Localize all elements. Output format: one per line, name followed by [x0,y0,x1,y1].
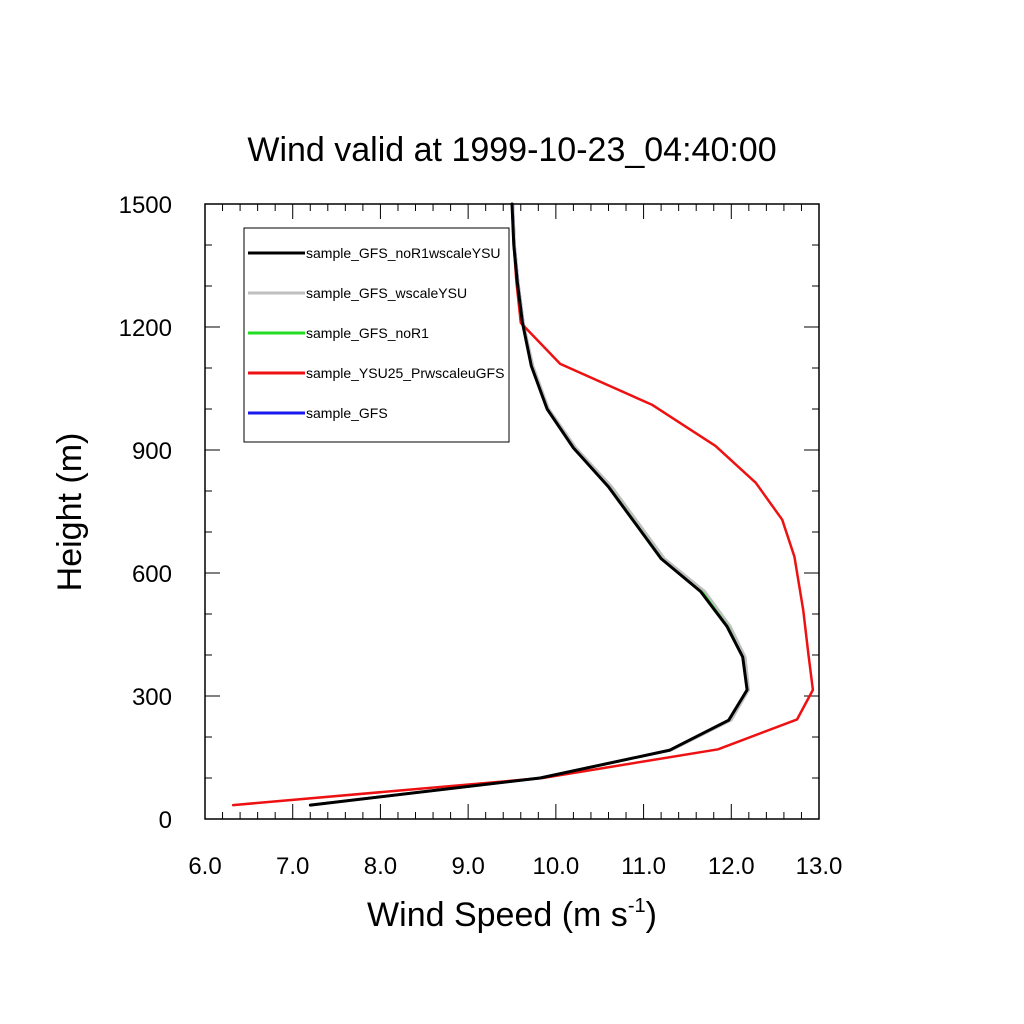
x-tick-label: 6.0 [188,853,221,880]
series-line-0 [308,202,749,807]
y-tick-label: 1200 [119,315,172,342]
legend-items: sample_GFS_noR1wscaleYSU sample_GFS_wscal… [248,245,504,421]
y-tick-label: 300 [132,684,172,711]
x-tick-label: 10.0 [532,853,579,880]
legend-label: sample_GFS_noR1 [306,325,429,341]
x-tick-label: 12.0 [708,853,755,880]
y-tick-label: 600 [132,561,172,588]
x-tick-label: 9.0 [451,853,484,880]
legend-label: sample_GFS_wscaleYSU [306,285,467,301]
legend-box [243,227,510,443]
y-axis-label: Height (m) [51,433,89,592]
series-lines [231,202,815,807]
legend-label: sample_YSU25_PrwscaleuGFS [306,365,504,381]
y-tick-label: 1500 [119,192,172,219]
plot-frame [204,203,820,820]
legend-label: sample_GFS_noR1wscaleYSU [306,245,501,261]
legend-label: sample_GFS [306,405,388,421]
x-tick-label: 8.0 [364,853,397,880]
x-tick-label: 11.0 [621,853,666,880]
tick-labels: 6.0 7.0 8.0 9.0 10.0 11.0 12.0 13.0 0 300 600 900 12… [119,192,843,880]
y-tick-label: 900 [132,438,172,465]
chart-title: Wind valid at 1999-10-23_04:40:00 [247,131,776,169]
legend: sample_GFS_noR1wscaleYSU sample_GFS_wscal… [243,227,510,443]
x-axis-label-superscript: -1 [628,895,646,917]
x-axis-label-end: ) [646,896,657,934]
x-axis-label: Wind Speed (m s-1) [367,895,657,934]
x-tick-label: 13.0 [796,853,843,880]
y-tick-label: 0 [159,807,172,834]
x-axis-label-main: Wind Speed (m s [367,896,628,934]
x-tick-label: 7.0 [276,853,309,880]
